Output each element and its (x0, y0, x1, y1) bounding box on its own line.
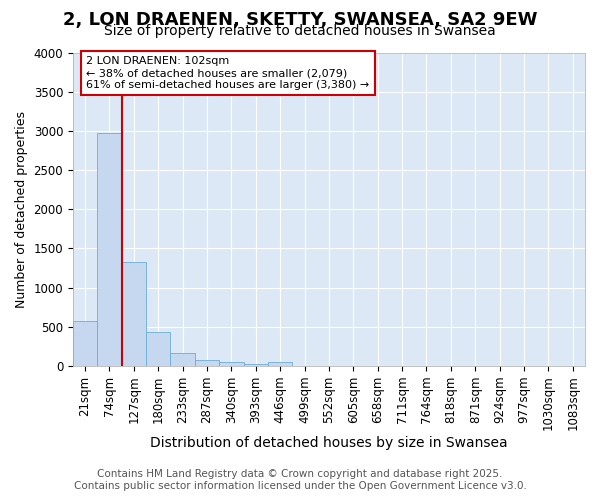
Bar (195, 360, 219, 366)
Text: 2, LON DRAENEN, SKETTY, SWANSEA, SA2 9EW: 2, LON DRAENEN, SKETTY, SWANSEA, SA2 9EW (63, 11, 537, 29)
Text: 2 LON DRAENEN: 102sqm
← 38% of detached houses are smaller (2,079)
61% of semi-d: 2 LON DRAENEN: 102sqm ← 38% of detached … (86, 56, 370, 90)
Bar (146, 332, 170, 366)
Bar (268, 362, 292, 366)
Text: Size of property relative to detached houses in Swansea: Size of property relative to detached ho… (104, 24, 496, 38)
X-axis label: Distribution of detached houses by size in Swansea: Distribution of detached houses by size … (150, 436, 508, 450)
Bar (73, 320, 97, 366)
Bar (170, 354, 195, 366)
Bar (122, 262, 146, 366)
Bar (219, 362, 244, 366)
Text: Contains HM Land Registry data © Crown copyright and database right 2025.
Contai: Contains HM Land Registry data © Crown c… (74, 470, 526, 491)
Y-axis label: Number of detached properties: Number of detached properties (15, 110, 28, 308)
Bar (97, 133, 122, 366)
Bar (244, 364, 268, 366)
